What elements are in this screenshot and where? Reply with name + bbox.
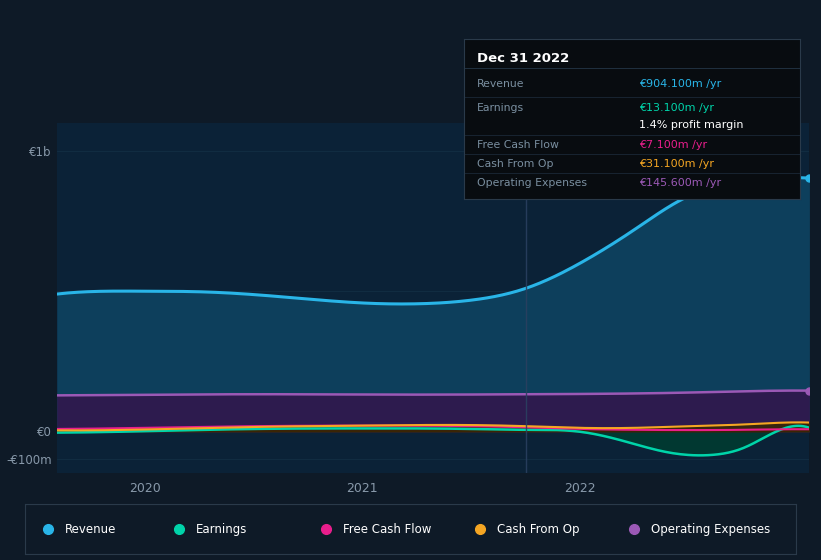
Text: Earnings: Earnings [477, 103, 525, 113]
Text: Operating Expenses: Operating Expenses [651, 522, 771, 536]
Text: Revenue: Revenue [477, 79, 525, 89]
Text: Revenue: Revenue [65, 522, 116, 536]
Text: Cash From Op: Cash From Op [497, 522, 580, 536]
FancyBboxPatch shape [25, 504, 796, 554]
Text: Dec 31 2022: Dec 31 2022 [477, 52, 570, 65]
Text: Free Cash Flow: Free Cash Flow [477, 139, 559, 150]
Text: 1.4% profit margin: 1.4% profit margin [639, 120, 743, 130]
Text: Operating Expenses: Operating Expenses [477, 178, 587, 188]
Text: Free Cash Flow: Free Cash Flow [342, 522, 431, 536]
Text: Cash From Op: Cash From Op [477, 158, 554, 169]
Text: Earnings: Earnings [196, 522, 247, 536]
Text: €904.100m /yr: €904.100m /yr [639, 79, 721, 89]
Text: €31.100m /yr: €31.100m /yr [639, 158, 714, 169]
Text: €13.100m /yr: €13.100m /yr [639, 103, 714, 113]
Text: €7.100m /yr: €7.100m /yr [639, 139, 707, 150]
Text: €145.600m /yr: €145.600m /yr [639, 178, 721, 188]
